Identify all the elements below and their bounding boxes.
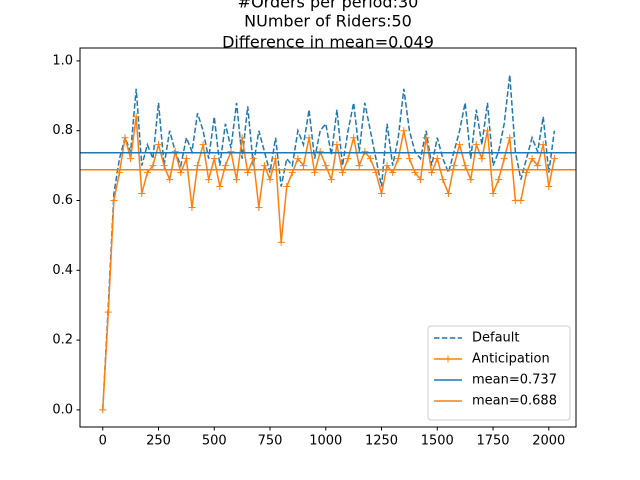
point-marker [439, 176, 447, 184]
point-marker [160, 162, 168, 170]
x-tick-label: 1000 [309, 434, 342, 449]
point-marker [121, 134, 129, 142]
legend-marker [444, 355, 452, 363]
point-marker [450, 162, 458, 170]
y-tick-label: 0.6 [52, 193, 73, 208]
legend-box [427, 325, 571, 421]
point-marker [155, 141, 163, 149]
series-line [102, 74, 556, 410]
point-marker [272, 155, 280, 163]
point-marker [233, 176, 241, 184]
point-marker [249, 155, 257, 163]
point-marker [322, 162, 330, 170]
point-marker [456, 141, 464, 149]
point-marker [305, 134, 313, 142]
chart-title: #Orders per period:30 [238, 0, 419, 12]
point-marker [405, 155, 413, 163]
x-tick-label: 250 [146, 434, 171, 449]
point-marker [260, 162, 268, 170]
point-marker [221, 162, 229, 170]
point-marker [205, 176, 213, 184]
point-marker [417, 176, 425, 184]
point-marker [539, 141, 547, 149]
point-marker [383, 162, 391, 170]
point-marker [238, 134, 246, 142]
point-marker [517, 197, 525, 205]
point-marker [489, 190, 497, 198]
y-tick-label: 0.2 [52, 333, 73, 348]
point-marker [355, 162, 363, 170]
point-marker [199, 141, 207, 149]
point-marker [216, 183, 224, 191]
x-tick-label: 500 [202, 434, 227, 449]
legend-label: mean=0.737 [472, 373, 557, 388]
point-marker [545, 183, 553, 191]
point-marker [422, 134, 430, 142]
legend-label: Anticipation [472, 352, 550, 367]
axes-frame [79, 47, 577, 428]
point-marker [444, 190, 452, 198]
x-tick-label: 750 [258, 434, 283, 449]
point-marker [400, 127, 408, 135]
point-marker [182, 155, 190, 163]
point-marker [461, 162, 469, 170]
chart-title: Difference in mean=0.049 [222, 33, 434, 52]
point-marker [99, 406, 107, 414]
x-tick-label: 0 [99, 434, 107, 449]
point-marker [188, 203, 196, 211]
point-marker [495, 176, 503, 184]
x-tick-label: 1250 [365, 434, 398, 449]
point-marker [378, 190, 386, 198]
point-marker [255, 203, 263, 211]
point-marker [194, 162, 202, 170]
point-marker [500, 155, 508, 163]
point-marker [227, 148, 235, 156]
point-marker [166, 176, 174, 184]
point-marker [550, 155, 558, 163]
point-marker [394, 155, 402, 163]
point-marker [132, 113, 140, 121]
point-marker [277, 238, 285, 246]
point-marker [478, 155, 486, 163]
x-tick-label: 2000 [532, 434, 565, 449]
point-marker [333, 141, 341, 149]
point-marker [534, 162, 542, 170]
point-marker [127, 155, 135, 163]
point-marker [467, 176, 475, 184]
point-marker [350, 134, 358, 142]
point-marker [149, 162, 157, 170]
point-marker [472, 141, 480, 149]
legend-label: mean=0.688 [472, 394, 557, 409]
point-marker [283, 183, 291, 191]
plot-area [80, 74, 576, 414]
legend-label: Default [472, 331, 520, 346]
point-marker [344, 155, 352, 163]
legend: Default Anticipation mean=0.737 mean=0.688 [427, 325, 571, 421]
point-marker [361, 148, 369, 156]
point-marker [138, 190, 146, 198]
point-marker [104, 308, 112, 316]
point-marker [294, 155, 302, 163]
point-marker [210, 155, 218, 163]
y-tick-label: 1.0 [52, 53, 73, 68]
point-marker [327, 176, 335, 184]
y-tick-label: 0.8 [52, 123, 73, 138]
point-marker [366, 155, 374, 163]
point-marker [110, 197, 118, 205]
x-tick-label: 1500 [421, 434, 454, 449]
point-marker [266, 176, 274, 184]
series-line [102, 116, 556, 410]
chart-title: NUmber of Riders:50 [244, 12, 412, 31]
point-marker [299, 162, 307, 170]
y-tick-label: 0.4 [52, 263, 73, 278]
point-marker [528, 155, 536, 163]
point-marker [316, 148, 324, 156]
point-marker [506, 134, 514, 142]
y-tick-label: 0.0 [52, 402, 73, 417]
x-tick-label: 1750 [476, 434, 509, 449]
point-marker [433, 155, 441, 163]
point-marker [483, 127, 491, 135]
point-marker [171, 148, 179, 156]
